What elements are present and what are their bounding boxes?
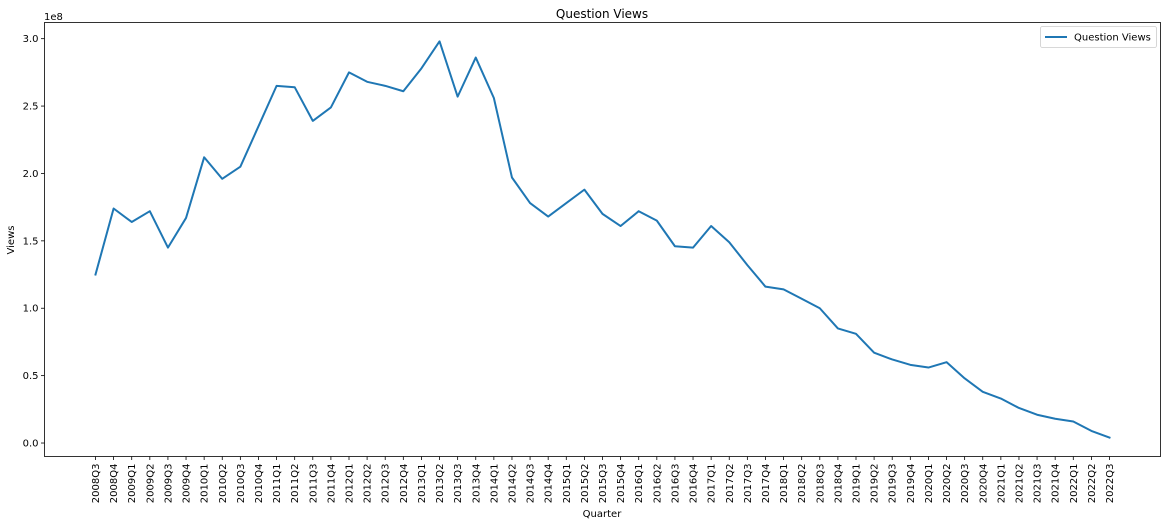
y-tick-label: 0.0	[23, 439, 39, 450]
x-tick-label: 2018Q4	[833, 464, 844, 504]
x-tick-label: 2021Q1	[996, 464, 1007, 504]
x-tick-label: 2011Q1	[272, 464, 283, 504]
legend-box	[1040, 26, 1157, 48]
x-tick-label: 2022Q2	[1087, 464, 1098, 504]
x-tick-label: 2013Q4	[471, 464, 482, 504]
x-tick-label: 2021Q2	[1014, 464, 1025, 504]
x-tick-label: 2017Q2	[725, 464, 736, 504]
x-tick-label: 2017Q4	[761, 464, 772, 504]
series-line	[94, 40, 1111, 439]
x-tick-label: 2018Q2	[797, 464, 808, 504]
x-tick-label: 2017Q1	[707, 464, 718, 504]
y-tick-label: 3.0	[23, 34, 39, 45]
x-tick-label: 2016Q1	[634, 464, 645, 504]
x-tick-label: 2013Q2	[435, 464, 446, 504]
x-axis-title: Quarter	[583, 509, 623, 520]
x-tick-label: 2009Q4	[182, 464, 193, 504]
x-tick-label: 2015Q4	[616, 464, 627, 504]
y-axis: 0.0 0.5 1.0 1.5 2.0 2.5 3.0	[23, 34, 45, 450]
x-tick-label: 2009Q2	[145, 464, 156, 504]
x-tick-label: 2010Q1	[200, 464, 211, 504]
y-tick-label: 2.5	[23, 102, 39, 113]
y-axis-title: Views	[6, 226, 17, 255]
x-tick-label: 2010Q2	[218, 464, 229, 504]
chart-title: Question Views	[556, 7, 648, 21]
x-tick-label: 2015Q2	[580, 464, 591, 504]
x-tick-label: 2009Q3	[163, 464, 174, 504]
y-tick-label: 1.5	[23, 236, 39, 247]
x-tick-label: 2014Q3	[526, 464, 537, 504]
x-tick-label: 2008Q4	[109, 464, 120, 504]
x-tick-label: 2015Q3	[598, 464, 609, 504]
x-axis: 2008Q3 2008Q4 2009Q1 2009Q2 2009Q3 2009Q4 2010…	[91, 456, 1116, 504]
x-tick-label: 2010Q4	[254, 464, 265, 504]
y-tick-label: 2.0	[23, 169, 39, 180]
x-tick-label: 2011Q2	[290, 464, 301, 504]
x-tick-label: 2018Q3	[815, 464, 826, 504]
x-tick-label: 2016Q2	[652, 464, 663, 504]
x-tick-label: 2020Q4	[978, 464, 989, 504]
plot-frame	[44, 22, 1161, 457]
x-tick-label: 2015Q1	[562, 464, 573, 504]
x-tick-label: 2016Q4	[689, 464, 700, 504]
series-layer	[94, 40, 1111, 439]
x-tick-label: 2011Q4	[326, 464, 337, 504]
x-tick-label: 2020Q1	[924, 464, 935, 504]
x-tick-label: 2008Q3	[91, 464, 102, 504]
legend-label: Question Views	[1074, 33, 1151, 44]
x-tick-label: 2022Q1	[1069, 464, 1080, 504]
x-tick-label: 2019Q4	[906, 464, 917, 504]
x-tick-label: 2020Q2	[942, 464, 953, 504]
x-tick-label: 2012Q2	[363, 464, 374, 504]
x-tick-label: 2010Q3	[236, 464, 247, 504]
x-tick-label: 2012Q1	[345, 464, 356, 504]
x-tick-label: 2012Q3	[381, 464, 392, 504]
x-tick-label: 2012Q4	[399, 464, 410, 504]
x-tick-label: 2020Q3	[960, 464, 971, 504]
y-offset-label: 1e8	[44, 12, 63, 23]
x-tick-label: 2011Q3	[308, 464, 319, 504]
x-tick-label: 2018Q1	[779, 464, 790, 504]
x-tick-label: 2019Q3	[888, 464, 899, 504]
x-tick-label: 2014Q4	[544, 464, 555, 504]
x-tick-label: 2013Q1	[417, 464, 428, 504]
x-tick-label: 2019Q2	[870, 464, 881, 504]
x-tick-label: 2019Q1	[852, 464, 863, 504]
y-tick-label: 1.0	[23, 304, 39, 315]
x-tick-label: 2021Q4	[1051, 464, 1062, 504]
x-tick-label: 2017Q3	[743, 464, 754, 504]
legend: Question Views	[1040, 26, 1157, 48]
x-tick-label: 2014Q1	[489, 464, 500, 504]
y-tick-label: 0.5	[23, 371, 39, 382]
x-tick-label: 2013Q3	[453, 464, 464, 504]
x-tick-label: 2014Q2	[507, 464, 518, 504]
x-tick-label: 2009Q1	[127, 464, 138, 504]
x-tick-label: 2022Q3	[1105, 464, 1116, 504]
x-tick-label: 2016Q3	[670, 464, 681, 504]
x-tick-label: 2021Q3	[1033, 464, 1044, 504]
